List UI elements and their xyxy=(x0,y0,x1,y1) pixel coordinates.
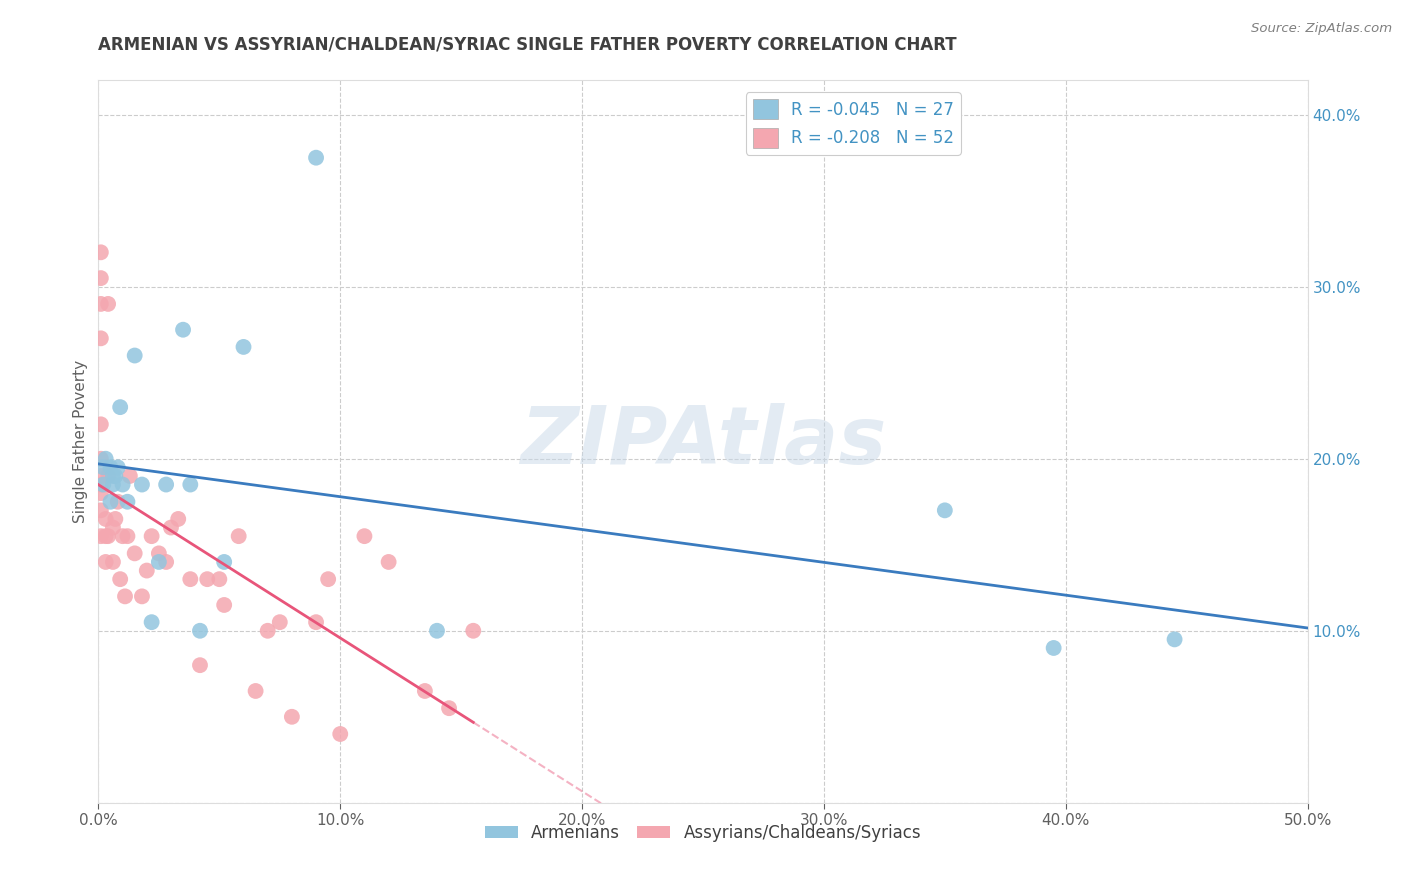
Point xyxy=(208,572,231,586)
Point xyxy=(90,477,112,491)
Point xyxy=(256,624,278,638)
Point xyxy=(97,529,120,543)
Point xyxy=(167,512,190,526)
Point xyxy=(413,684,436,698)
Point xyxy=(90,417,112,432)
Point xyxy=(135,564,157,578)
Point xyxy=(107,460,129,475)
Point xyxy=(934,503,956,517)
Point xyxy=(437,701,460,715)
Point xyxy=(148,555,170,569)
Point xyxy=(281,710,304,724)
Point xyxy=(90,271,112,285)
Point xyxy=(101,555,124,569)
Point xyxy=(91,460,114,475)
Point xyxy=(90,503,112,517)
Point xyxy=(94,555,117,569)
Point xyxy=(114,590,136,604)
Point xyxy=(117,529,139,543)
Point xyxy=(155,477,177,491)
Point xyxy=(90,451,112,466)
Point xyxy=(160,520,183,534)
Point xyxy=(104,512,127,526)
Point xyxy=(188,624,211,638)
Point xyxy=(124,349,146,363)
Point xyxy=(90,331,112,345)
Text: ZIPAtlas: ZIPAtlas xyxy=(520,402,886,481)
Point xyxy=(212,598,235,612)
Point xyxy=(101,477,124,491)
Point xyxy=(212,555,235,569)
Point xyxy=(108,400,131,414)
Point xyxy=(97,469,120,483)
Point xyxy=(172,323,194,337)
Point xyxy=(108,572,131,586)
Point xyxy=(90,486,112,500)
Point xyxy=(269,615,291,630)
Point xyxy=(1042,640,1064,655)
Point xyxy=(90,529,112,543)
Point xyxy=(179,572,201,586)
Point xyxy=(377,555,399,569)
Point xyxy=(111,529,134,543)
Point xyxy=(94,529,117,543)
Point xyxy=(232,340,254,354)
Point xyxy=(316,572,339,586)
Point xyxy=(101,469,124,483)
Point xyxy=(155,555,177,569)
Point xyxy=(124,546,146,560)
Point xyxy=(141,615,163,630)
Point xyxy=(117,494,139,508)
Point xyxy=(426,624,449,638)
Point xyxy=(91,477,114,491)
Point xyxy=(141,529,163,543)
Point xyxy=(305,615,328,630)
Point xyxy=(188,658,211,673)
Point xyxy=(101,520,124,534)
Y-axis label: Single Father Poverty: Single Father Poverty xyxy=(73,360,89,523)
Point xyxy=(148,546,170,560)
Point xyxy=(90,469,112,483)
Point xyxy=(245,684,267,698)
Point xyxy=(131,477,153,491)
Text: ARMENIAN VS ASSYRIAN/CHALDEAN/SYRIAC SINGLE FATHER POVERTY CORRELATION CHART: ARMENIAN VS ASSYRIAN/CHALDEAN/SYRIAC SIN… xyxy=(98,36,957,54)
Point xyxy=(353,529,375,543)
Point xyxy=(1163,632,1185,647)
Point xyxy=(131,590,153,604)
Point xyxy=(228,529,250,543)
Point xyxy=(94,512,117,526)
Point xyxy=(463,624,485,638)
Point xyxy=(100,460,122,475)
Point xyxy=(195,572,218,586)
Point xyxy=(100,494,122,508)
Point xyxy=(111,477,134,491)
Point xyxy=(97,297,120,311)
Point xyxy=(90,297,112,311)
Point xyxy=(104,469,127,483)
Point xyxy=(329,727,352,741)
Point xyxy=(107,494,129,508)
Point xyxy=(179,477,201,491)
Point xyxy=(90,245,112,260)
Point xyxy=(118,469,141,483)
Point xyxy=(305,151,328,165)
Legend: Armenians, Assyrians/Chaldeans/Syriacs: Armenians, Assyrians/Chaldeans/Syriacs xyxy=(478,817,928,848)
Point xyxy=(94,451,117,466)
Text: Source: ZipAtlas.com: Source: ZipAtlas.com xyxy=(1251,22,1392,36)
